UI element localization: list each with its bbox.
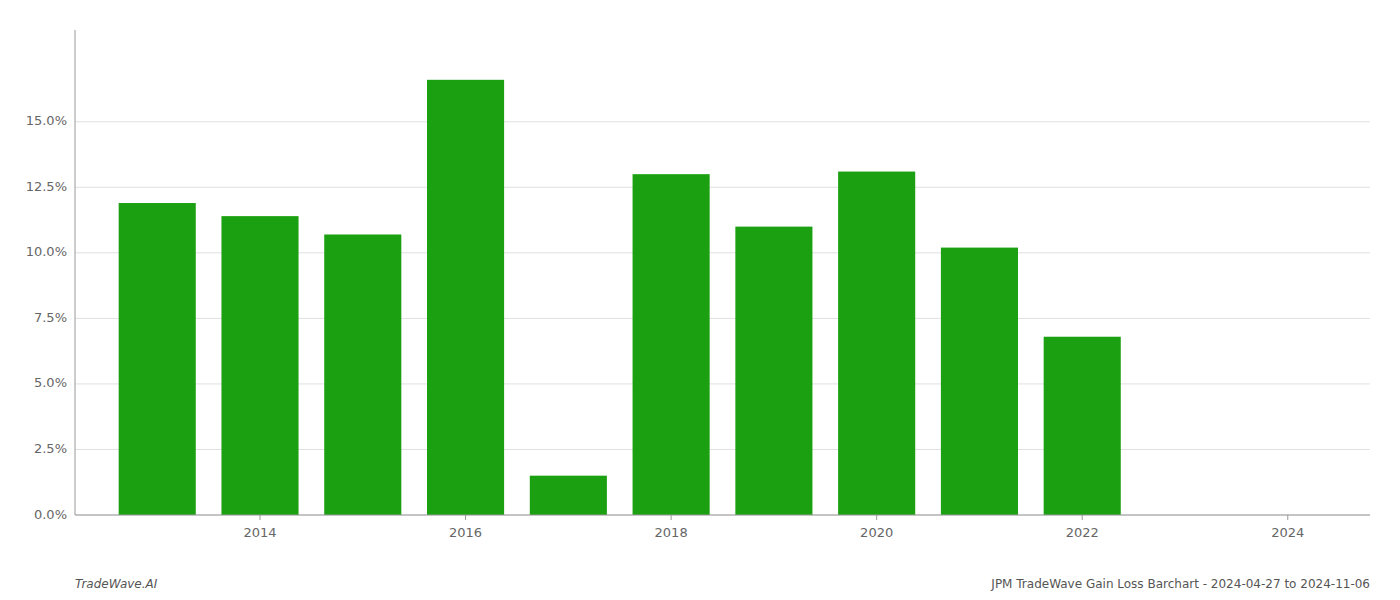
grid-line [75, 121, 1370, 122]
x-tick-label: 2016 [449, 525, 482, 540]
axes [75, 30, 1370, 515]
y-tick-labels: 0.0% 2.5% 5.0% 7.5% 10.0% 12.5% 15.0% [26, 113, 67, 521]
x-tick-mark [260, 515, 261, 520]
bar [221, 216, 298, 515]
bar [735, 227, 812, 515]
bar [633, 174, 710, 515]
x-tick-label: 2024 [1271, 525, 1304, 540]
x-tick-mark [465, 515, 466, 520]
x-axis-line [75, 515, 1370, 516]
footer-right: JPM TradeWave Gain Loss Barchart - 2024-… [990, 577, 1370, 591]
bars [119, 80, 1121, 515]
x-tick-mark [876, 515, 877, 520]
y-tick-label: 10.0% [26, 244, 67, 259]
grid-line [75, 515, 1370, 516]
bar [1044, 337, 1121, 515]
footer-left: TradeWave.AI [75, 577, 158, 591]
bar [119, 203, 196, 515]
y-tick-label: 2.5% [34, 441, 67, 456]
bar [324, 234, 401, 515]
y-tick-label: 5.0% [34, 375, 67, 390]
chart-svg: 0.0%2.5%5.0%7.5%10.0%12.5%15.0%201420162… [0, 0, 1400, 600]
y-tick-label: 0.0% [34, 507, 67, 522]
bar [427, 80, 504, 515]
y-tick-label: 15.0% [26, 113, 67, 128]
chart-container: 0.0%2.5%5.0%7.5%10.0%12.5%15.0%201420162… [0, 0, 1400, 600]
y-tick-label: 7.5% [34, 310, 67, 325]
x-tick-label: 2022 [1066, 525, 1099, 540]
y-tick-label: 12.5% [26, 179, 67, 194]
x-tick-label: 2014 [243, 525, 276, 540]
grid-line [75, 187, 1370, 188]
bar [530, 476, 607, 515]
x-tick-mark [1082, 515, 1083, 520]
x-tick-label: 2020 [860, 525, 893, 540]
bar [941, 248, 1018, 515]
bar [838, 172, 915, 515]
x-tick-label: 2018 [655, 525, 688, 540]
x-ticks: 2014 2016 2018 2020 2022 2024 [243, 515, 1304, 540]
y-grid [75, 122, 1370, 515]
x-tick-mark [1287, 515, 1288, 520]
y-axis-line [75, 30, 76, 515]
footer: TradeWave.AI JPM TradeWave Gain Loss Barc… [75, 577, 1370, 591]
x-tick-mark [671, 515, 672, 520]
